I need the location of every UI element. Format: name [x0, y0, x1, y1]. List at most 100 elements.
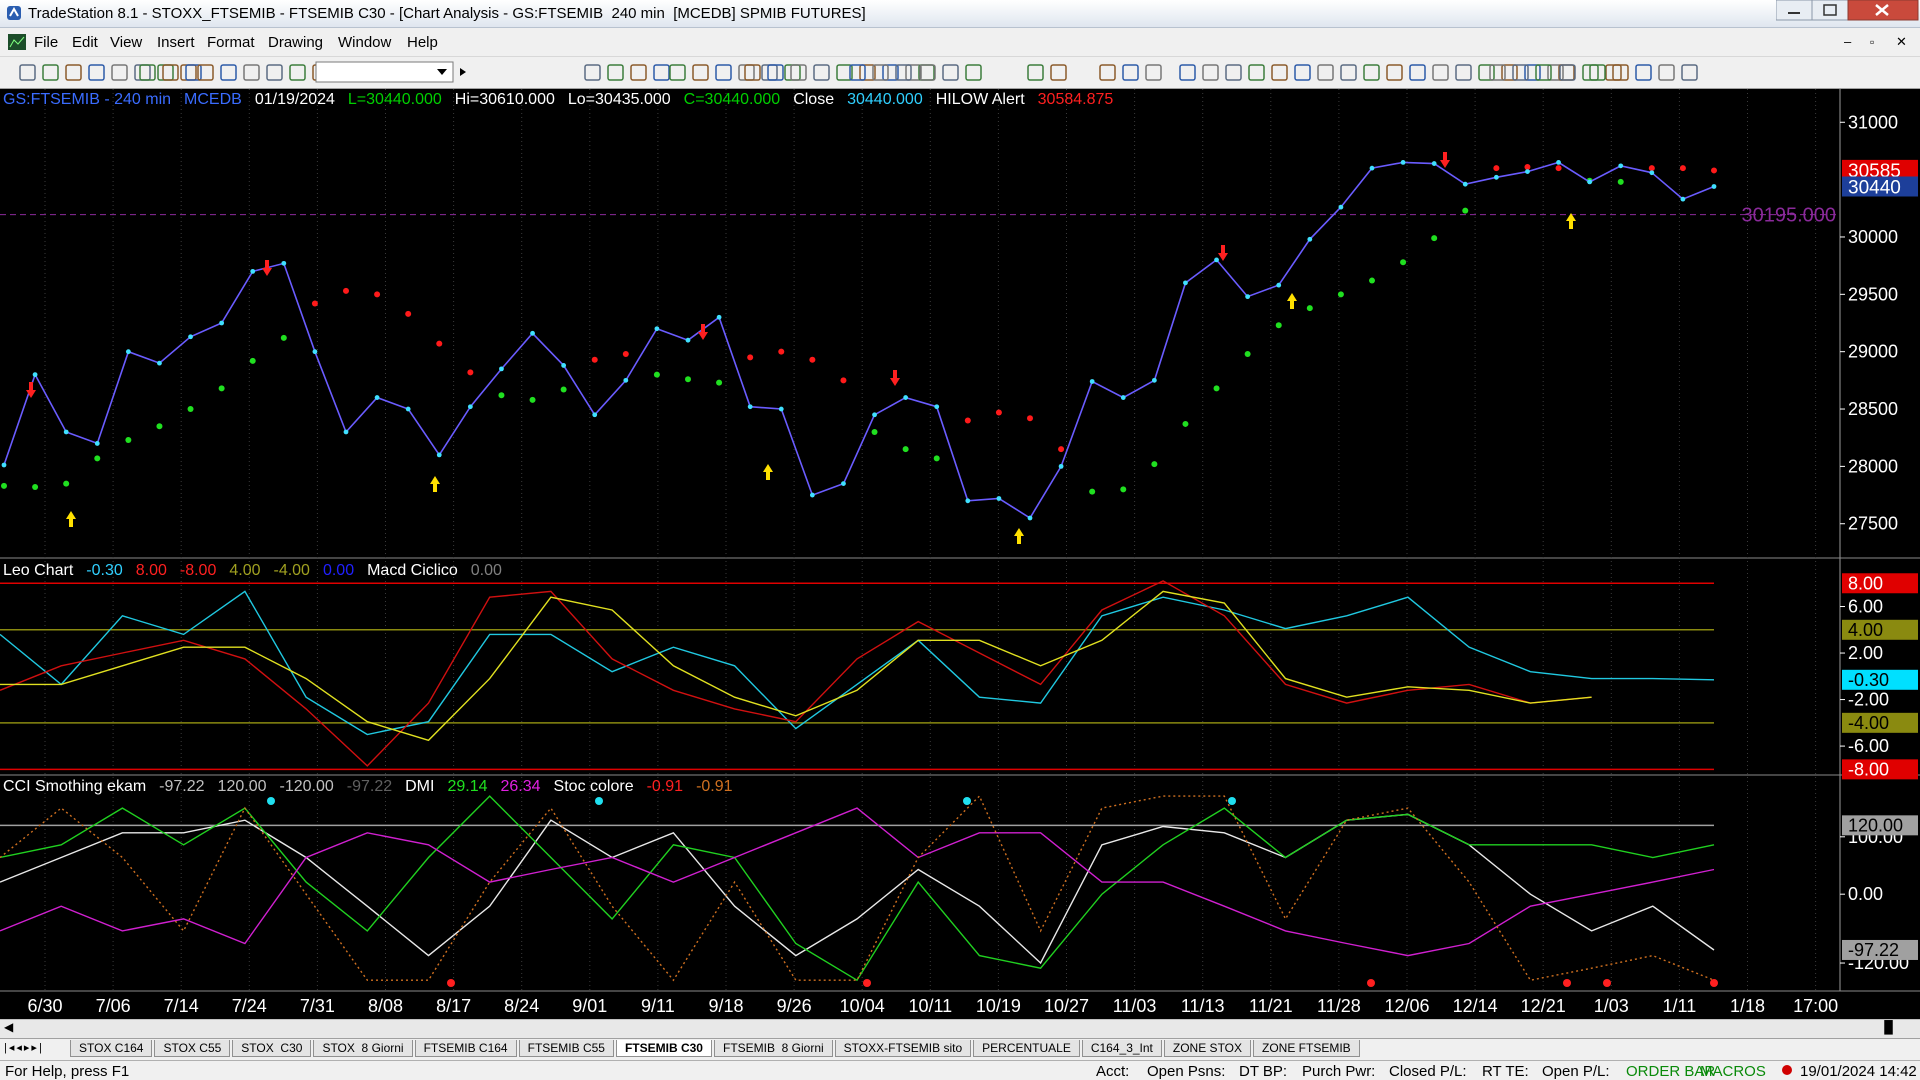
tab[interactable]: ZONE FTSEMIB [1253, 1040, 1360, 1057]
stop-dot [32, 484, 39, 491]
level-label-box [1842, 573, 1918, 594]
menu-item[interactable]: Edit [72, 34, 98, 51]
buy-arrow [1287, 293, 1297, 309]
price-dot [1151, 377, 1157, 383]
price-dot [374, 395, 380, 400]
level-label: 8.00 [1848, 573, 1883, 593]
status-field: Purch Pwr: [1302, 1063, 1376, 1080]
tab-nav[interactable]: |◂◂▸▸| [4, 1042, 44, 1054]
menu-item[interactable]: View [110, 34, 143, 51]
toolbar-icon [1558, 64, 1575, 81]
horizontal-scrollbar[interactable]: ◀ ▐▌ [0, 1019, 1920, 1038]
tab[interactable]: FTSEMIB C30 [615, 1040, 712, 1057]
price-dot [872, 412, 877, 418]
svg-text:–: – [1844, 34, 1852, 49]
app-icon [7, 6, 21, 20]
toolbar-icon [836, 64, 853, 81]
tab[interactable]: FTSEMIB C55 [518, 1040, 614, 1057]
header-item: Macd Ciclico [367, 562, 458, 579]
status-flag[interactable]: ORDER BAR [1626, 1063, 1716, 1080]
oscillator-line [0, 807, 1715, 957]
stop-dot [249, 357, 256, 364]
header-item: -97.22 [346, 778, 393, 795]
help-text: For Help, press F1 [5, 1063, 130, 1080]
toolbar-icon [882, 64, 899, 81]
price-dot [654, 326, 660, 332]
tab[interactable]: FTSEMIB C164 [414, 1040, 517, 1057]
toolbar-icon [790, 64, 807, 81]
status-bar: For Help, press F1 Acct: Open Psns: DT BP: P… [0, 1060, 1920, 1080]
x-tick-label: 11/03 [1113, 996, 1157, 1016]
header-item: 30584.875 [1037, 91, 1114, 108]
tab[interactable]: STOX C164 [70, 1040, 153, 1057]
price-dot [219, 320, 225, 326]
menu-item[interactable]: Format [207, 34, 255, 51]
price-dot [1369, 165, 1375, 171]
mdi-controls[interactable]: – ▫ ✕ [1838, 32, 1918, 52]
tab[interactable]: ZONE STOX [1163, 1040, 1252, 1057]
x-tick-label: 1/03 [1594, 996, 1629, 1016]
menu-item[interactable]: Insert [157, 34, 195, 51]
toolbar-icon [88, 64, 105, 81]
window-controls[interactable] [1776, 0, 1920, 22]
price-dot [747, 404, 753, 410]
leo-panel [0, 580, 1715, 771]
stop-dot [1337, 291, 1344, 298]
stop-dot [218, 385, 225, 392]
menu-item[interactable]: Help [407, 34, 438, 51]
chart-background [0, 89, 1920, 1019]
stop-dot [436, 340, 443, 347]
toolbar-icon [42, 64, 59, 81]
buy-arrow [1014, 528, 1024, 544]
toolbar-icon [1524, 64, 1541, 81]
header-item: -97.22 [159, 778, 205, 795]
toolbar-icons[interactable] [0, 57, 1920, 88]
menu-item[interactable]: File [34, 34, 59, 51]
oscillator-line [0, 795, 1715, 982]
x-tick-label: 7/06 [96, 996, 131, 1016]
price-dot [125, 349, 131, 355]
stop-dot [933, 455, 940, 462]
menu-item[interactable]: Drawing [268, 34, 324, 51]
price-panel [0, 152, 1840, 544]
buy-arrow [430, 476, 440, 492]
tab[interactable]: PERCENTUALE [973, 1040, 1080, 1057]
tab[interactable]: STOX C55 [154, 1040, 231, 1057]
stop-dot [1, 482, 7, 489]
x-tick-label: 7/14 [164, 996, 199, 1016]
toolbar-icon [180, 64, 197, 81]
toolbar-icon [19, 64, 36, 81]
price-dot [405, 406, 411, 412]
current-value-label: -0.30 [1848, 670, 1889, 690]
price-marker-box [1842, 159, 1918, 180]
price-dot [499, 366, 504, 372]
header-item: -0.30 [86, 562, 123, 579]
toolbar-icon [607, 64, 624, 81]
status-flag[interactable]: MACROS [1700, 1063, 1766, 1080]
stop-dot [560, 386, 567, 393]
tab[interactable]: C164_3_Int [1081, 1040, 1162, 1057]
header-item: DMI [405, 778, 435, 795]
stop-dot [187, 406, 194, 413]
stop-dot [280, 334, 287, 341]
combo-arrow [460, 68, 466, 76]
tab[interactable]: STOXX-FTSEMIB sito [834, 1040, 972, 1057]
status-field: Open Psns: [1147, 1063, 1226, 1080]
header-item: Stoc colore [553, 778, 634, 795]
toolbar-icon [1179, 64, 1196, 81]
tab[interactable]: STOX C30 [232, 1040, 312, 1057]
toolbar-icon [220, 64, 237, 81]
toolbar-icon [584, 64, 601, 81]
menu-item[interactable]: Window [338, 34, 392, 51]
tab[interactable]: STOX 8 Giorni [313, 1040, 413, 1057]
x-tick-label: 10/04 [840, 996, 885, 1016]
toolbar-icon [630, 64, 647, 81]
price-dot [1525, 169, 1530, 174]
toolbar-icon [849, 64, 866, 81]
toolbar-icon [1535, 64, 1552, 81]
level-label-box [1842, 759, 1918, 780]
tab[interactable]: FTSEMIB 8 Giorni [713, 1040, 833, 1057]
stop-dot [1306, 305, 1313, 312]
price-dot [1245, 294, 1251, 300]
header-item: Hi=30610.000 [454, 91, 555, 108]
